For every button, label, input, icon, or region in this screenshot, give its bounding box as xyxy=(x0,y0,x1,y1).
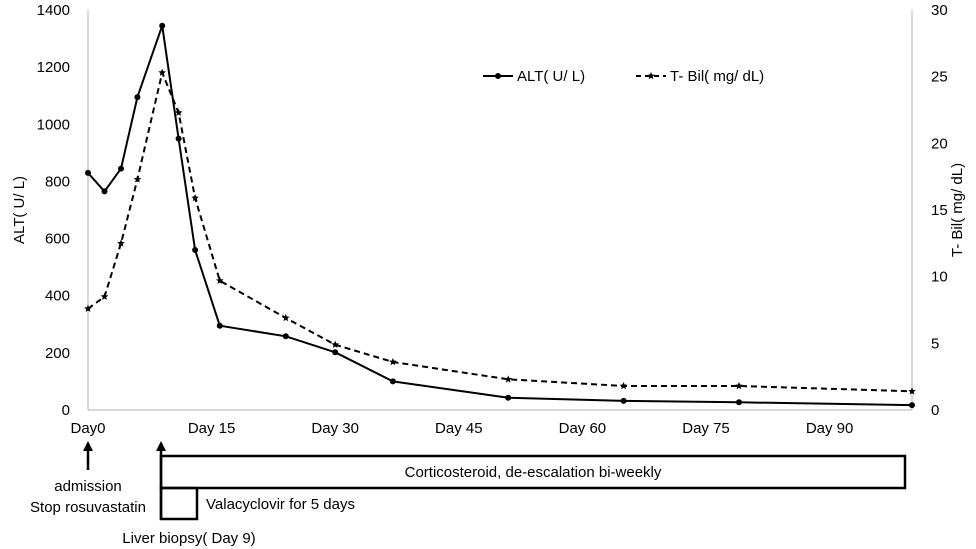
y-tick-label: 1000 xyxy=(37,116,70,133)
timeline-annotations: admission Stop rosuvastatin Liver biopsy… xyxy=(30,441,907,547)
y-axis-title: ALT( U/ L) xyxy=(11,176,28,244)
plot-frame xyxy=(87,10,913,411)
y-tick-label: 400 xyxy=(45,288,70,305)
legend-item-alt: ALT( U/ L) xyxy=(483,68,585,85)
data-point-alt xyxy=(216,322,223,329)
stop-rosuvastatin-label: Stop rosuvastatin xyxy=(30,499,146,516)
data-point-alt xyxy=(118,165,124,172)
left-y-tick-labels: 0 200 400 600 800 1000 1200 1400 xyxy=(37,2,70,419)
x-tick-label: Day 60 xyxy=(559,420,607,437)
data-point-tbil xyxy=(331,340,339,348)
x-tick-label: Day 75 xyxy=(682,420,730,437)
data-point-alt xyxy=(192,247,199,253)
legend-marker-tbil xyxy=(647,72,655,80)
data-point-tbil xyxy=(216,276,224,284)
series-line-tbil xyxy=(87,71,913,393)
series-line-alt xyxy=(87,24,913,407)
legend-marker-alt xyxy=(495,73,501,79)
data-point-tbil xyxy=(504,375,513,383)
data-point-tbil xyxy=(281,314,290,322)
x-tick-label: Day 15 xyxy=(188,420,236,437)
data-point-alt xyxy=(389,378,396,385)
data-point-tbil xyxy=(133,175,142,183)
data-point-tbil xyxy=(84,304,92,312)
liver-biopsy-label: Liver biopsy( Day 9) xyxy=(122,530,255,547)
data-point-tbil xyxy=(389,358,397,366)
x-tick-labels: Day0 Day 15 Day 30 Day 45 Day 60 Day 75 Day 90 xyxy=(70,420,853,437)
data-point-alt xyxy=(282,333,289,340)
data-point-alt xyxy=(332,349,339,356)
data-point-alt xyxy=(175,135,182,142)
y2-tick-label: 20 xyxy=(931,135,948,152)
y2-tick-label: 0 xyxy=(931,402,939,419)
valacyclovir-bar xyxy=(159,486,199,521)
y2-tick-label: 10 xyxy=(931,269,948,286)
x-tick-label: Day 30 xyxy=(311,420,359,437)
x-tick-label: Day 45 xyxy=(435,420,483,437)
data-point-tbil xyxy=(735,382,743,390)
data-point-alt xyxy=(909,402,915,409)
data-point-alt xyxy=(101,188,108,195)
data-point-tbil xyxy=(117,239,125,247)
legend: ALT( U/ L) T- Bil( mg/ dL) xyxy=(483,68,764,85)
y2-tick-label: 5 xyxy=(931,335,939,352)
corticosteroid-bar xyxy=(159,454,907,490)
y-tick-label: 200 xyxy=(45,345,70,362)
y-tick-label: 0 xyxy=(62,402,70,419)
data-point-alt xyxy=(159,22,166,29)
y2-tick-label: 25 xyxy=(931,69,948,86)
legend-label-tbil: T- Bil( mg/ dL) xyxy=(670,68,764,85)
y2-tick-label: 15 xyxy=(931,202,948,219)
y2-tick-label: 30 xyxy=(931,2,948,19)
y-tick-label: 800 xyxy=(45,173,70,190)
x-tick-label: Day 90 xyxy=(806,420,854,437)
legend-item-tbil: T- Bil( mg/ dL) xyxy=(636,68,764,85)
admission-label: admission xyxy=(54,478,122,495)
data-point-alt xyxy=(620,397,627,404)
data-point-alt xyxy=(736,399,742,406)
data-point-alt xyxy=(134,94,141,101)
y-tick-label: 1200 xyxy=(37,59,70,76)
data-point-tbil xyxy=(174,108,183,116)
data-point-alt xyxy=(505,394,512,401)
y-tick-label: 1400 xyxy=(37,2,70,19)
x-tick-label: Day0 xyxy=(70,420,105,437)
data-point-tbil xyxy=(100,292,109,300)
data-point-tbil xyxy=(619,382,628,390)
data-point-tbil xyxy=(191,194,199,202)
y2-axis-title: T- Bil( mg/ dL) xyxy=(949,163,966,257)
corticosteroid-label: Corticosteroid, de-escalation bi-weekly xyxy=(405,464,662,481)
data-point-tbil xyxy=(158,68,166,76)
data-point-alt xyxy=(85,169,91,176)
data-point-tbil xyxy=(908,387,916,395)
right-y-tick-labels: 0 5 10 15 20 25 30 xyxy=(931,2,948,419)
valacyclovir-label: Valacyclovir for 5 days xyxy=(206,496,355,513)
series-layer xyxy=(84,22,916,409)
legend-label-alt: ALT( U/ L) xyxy=(517,68,585,85)
y-tick-label: 600 xyxy=(45,231,70,248)
